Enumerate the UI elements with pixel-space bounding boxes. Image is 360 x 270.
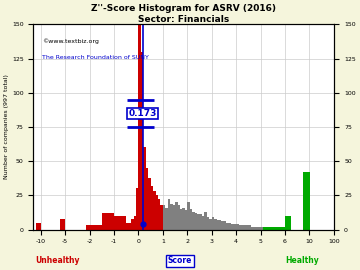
Y-axis label: Number of companies (997 total): Number of companies (997 total) <box>4 75 9 179</box>
Bar <box>209 219 212 230</box>
Bar <box>285 216 291 230</box>
Bar <box>86 225 90 230</box>
Bar <box>221 221 224 229</box>
Text: 0.173: 0.173 <box>129 109 157 118</box>
Bar <box>273 227 275 229</box>
Bar <box>136 188 139 230</box>
Bar <box>150 186 153 230</box>
Bar <box>224 221 226 229</box>
Bar <box>165 208 168 230</box>
Bar <box>236 224 239 230</box>
Bar <box>239 225 241 230</box>
Bar <box>283 227 285 229</box>
Bar <box>153 191 156 230</box>
Text: The Research Foundation of SUNY: The Research Foundation of SUNY <box>42 55 149 60</box>
Bar <box>278 227 280 229</box>
Bar <box>90 225 102 230</box>
Bar <box>219 220 221 230</box>
Bar <box>303 172 310 230</box>
Bar <box>275 227 278 229</box>
Bar <box>60 219 65 230</box>
Bar <box>270 227 273 229</box>
Bar <box>248 225 251 230</box>
Bar <box>148 178 150 230</box>
Bar <box>36 223 41 230</box>
Bar <box>195 213 197 230</box>
Bar <box>173 205 175 230</box>
Bar <box>134 216 136 230</box>
Bar <box>253 227 256 229</box>
Bar <box>158 200 161 230</box>
Bar <box>102 213 114 230</box>
Bar <box>197 214 199 230</box>
Bar <box>180 209 183 230</box>
Bar <box>214 219 217 230</box>
Bar <box>243 225 246 230</box>
Bar <box>177 205 180 230</box>
Text: Score: Score <box>168 256 192 265</box>
Bar <box>268 227 270 229</box>
Bar <box>204 212 207 230</box>
Bar <box>246 225 248 230</box>
Bar <box>265 227 268 229</box>
Bar <box>234 224 236 230</box>
Bar <box>263 227 265 229</box>
Bar <box>185 210 187 230</box>
Bar <box>183 208 185 230</box>
Bar <box>258 227 261 229</box>
Bar <box>126 223 129 230</box>
Bar <box>161 205 163 230</box>
Bar <box>261 227 263 229</box>
Bar <box>114 216 126 230</box>
Bar <box>143 147 146 230</box>
Bar <box>129 223 131 230</box>
Bar <box>146 168 148 230</box>
Text: Unhealthy: Unhealthy <box>35 256 80 265</box>
Bar <box>241 225 243 230</box>
Bar <box>187 202 190 230</box>
Bar <box>207 217 209 230</box>
Bar <box>141 52 143 230</box>
Title: Z''-Score Histogram for ASRV (2016)
Sector: Financials: Z''-Score Histogram for ASRV (2016) Sect… <box>91 4 276 23</box>
Bar <box>229 223 231 230</box>
Text: ©www.textbiz.org: ©www.textbiz.org <box>42 38 99 44</box>
Bar <box>168 200 170 230</box>
Bar <box>212 217 214 230</box>
Bar <box>231 224 234 230</box>
Bar <box>175 202 177 230</box>
Bar <box>202 216 204 230</box>
Bar <box>217 220 219 230</box>
Bar <box>192 212 195 230</box>
Bar <box>156 195 158 229</box>
Text: Healthy: Healthy <box>285 256 319 265</box>
Bar <box>139 24 141 230</box>
Bar <box>170 204 173 230</box>
Bar <box>199 214 202 230</box>
Bar <box>163 205 165 230</box>
Bar <box>251 227 253 229</box>
Bar <box>190 209 192 230</box>
Bar <box>131 219 134 230</box>
Bar <box>226 223 229 230</box>
Bar <box>280 227 283 229</box>
Bar <box>256 227 258 229</box>
